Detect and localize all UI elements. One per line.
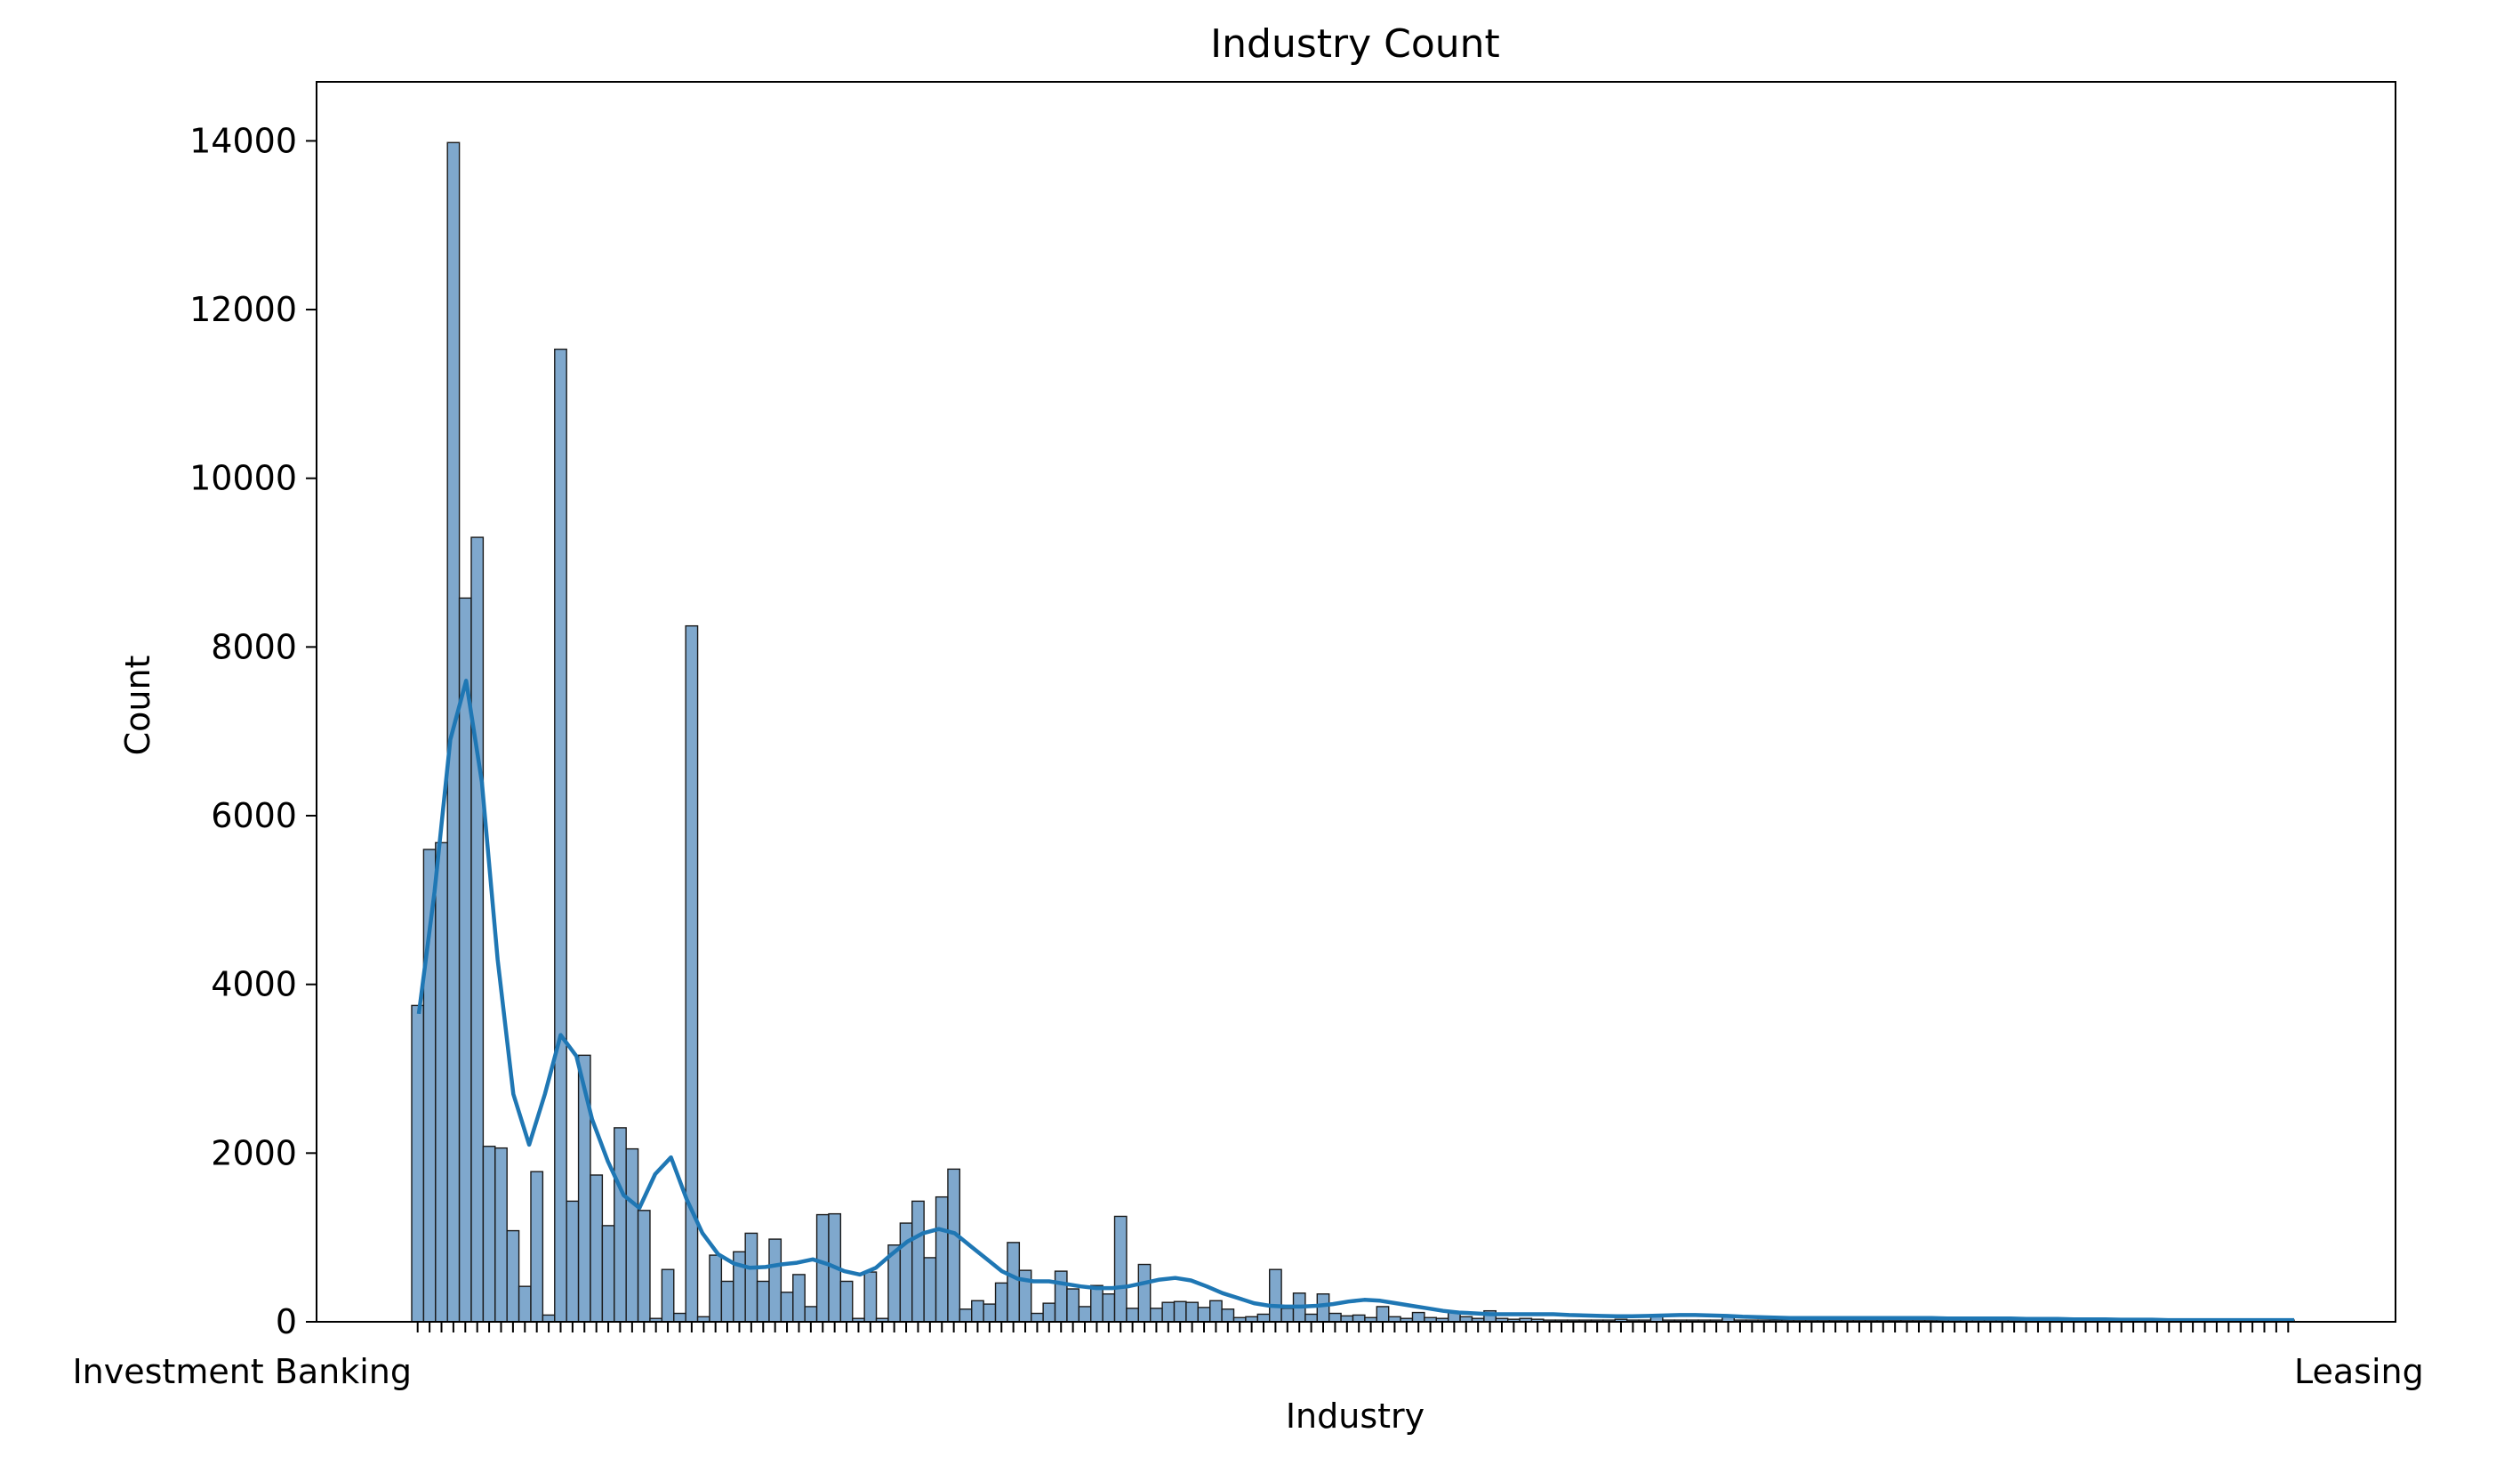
bar xyxy=(947,1168,961,1323)
bar xyxy=(1304,1313,1319,1323)
bar xyxy=(1126,1308,1140,1323)
bar xyxy=(1173,1300,1187,1323)
bar xyxy=(1316,1293,1330,1323)
bar xyxy=(744,1232,758,1323)
bar xyxy=(911,1200,925,1323)
x-axis-ticks xyxy=(416,1322,2290,1332)
bar xyxy=(566,1200,580,1323)
bar xyxy=(1066,1288,1080,1323)
bar xyxy=(542,1314,556,1323)
x-tick-label-last: Leasing xyxy=(2294,1352,2424,1391)
axes-frame xyxy=(316,81,2396,1323)
bar xyxy=(673,1312,686,1323)
y-tick-label: 12000 xyxy=(189,290,297,329)
bar xyxy=(1007,1242,1021,1323)
bar xyxy=(1352,1314,1366,1323)
bar xyxy=(1078,1306,1092,1323)
bar xyxy=(804,1306,818,1323)
bar xyxy=(590,1174,604,1323)
bar xyxy=(935,1195,949,1323)
bar xyxy=(506,1229,520,1323)
bar xyxy=(792,1274,806,1323)
bar xyxy=(983,1303,997,1323)
bar xyxy=(494,1147,508,1323)
bar xyxy=(661,1268,675,1323)
bar xyxy=(959,1308,973,1323)
bar xyxy=(756,1280,770,1323)
y-axis-ticks: 0 2000 4000 6000 8000 10000 12000 14000 xyxy=(189,121,317,1341)
kde-line xyxy=(416,679,2294,1323)
y-tick-label: 8000 xyxy=(211,627,297,666)
bar xyxy=(637,1210,651,1323)
y-tick-label: 14000 xyxy=(189,121,297,160)
bar xyxy=(839,1280,854,1323)
bar xyxy=(720,1280,734,1323)
bar xyxy=(1031,1312,1044,1323)
bar xyxy=(470,536,485,1323)
bar xyxy=(601,1225,615,1323)
bar xyxy=(1137,1263,1152,1323)
bar xyxy=(1150,1308,1163,1323)
bar xyxy=(625,1147,639,1323)
y-axis-label: Count xyxy=(118,656,157,756)
bar xyxy=(815,1213,830,1323)
x-axis-label: Industry xyxy=(1286,1397,1425,1436)
bar xyxy=(411,1004,425,1323)
bar xyxy=(530,1171,544,1323)
x-tick-label-first: Investment Banking xyxy=(72,1352,412,1391)
y-tick-label: 4000 xyxy=(211,965,297,1004)
bar xyxy=(863,1271,878,1323)
bar xyxy=(1185,1301,1200,1323)
y-tick-label: 6000 xyxy=(211,796,297,835)
bar xyxy=(1042,1302,1056,1323)
bar xyxy=(994,1282,1008,1323)
bar xyxy=(1113,1215,1128,1323)
bar xyxy=(518,1285,532,1323)
bar xyxy=(554,348,567,1323)
chart-title: Industry Count xyxy=(1210,21,1500,67)
bar xyxy=(971,1300,984,1323)
bar xyxy=(614,1127,627,1323)
bar xyxy=(1328,1312,1342,1323)
bar xyxy=(923,1257,937,1323)
bar xyxy=(709,1254,723,1323)
bars-group xyxy=(411,141,2295,1323)
bar xyxy=(1221,1308,1235,1323)
y-tick-label: 2000 xyxy=(211,1133,297,1172)
bar xyxy=(1102,1293,1116,1323)
bar xyxy=(435,841,448,1323)
bar xyxy=(1411,1311,1425,1323)
bar xyxy=(780,1292,794,1323)
bar xyxy=(1161,1301,1176,1323)
bar xyxy=(1054,1270,1068,1323)
bar xyxy=(1209,1300,1223,1323)
y-tick-label: 0 xyxy=(276,1302,297,1341)
bar xyxy=(482,1146,496,1323)
bar xyxy=(1280,1308,1295,1323)
bar xyxy=(1090,1284,1104,1323)
bar xyxy=(1269,1268,1282,1323)
bar xyxy=(1256,1313,1271,1323)
bar xyxy=(768,1238,782,1323)
bar xyxy=(1376,1306,1390,1323)
y-tick-label: 10000 xyxy=(189,459,297,498)
bar xyxy=(1197,1307,1211,1323)
